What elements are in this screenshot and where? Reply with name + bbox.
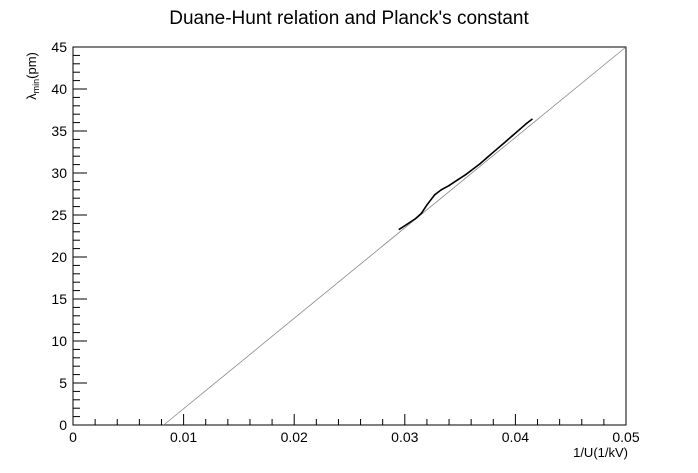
y-tick-label: 15	[51, 291, 67, 307]
y-tick-label: 5	[59, 375, 67, 391]
fit-line	[163, 46, 627, 426]
data-point	[464, 173, 467, 176]
data-point	[503, 141, 506, 144]
y-axis-label-sub: min	[31, 79, 41, 94]
data-point	[494, 149, 497, 152]
x-tick-label: 0	[69, 429, 77, 445]
data-point	[531, 118, 533, 121]
y-tick-label: 35	[51, 123, 67, 139]
data-point	[426, 204, 428, 206]
plot-frame	[72, 46, 627, 426]
x-tick-label: 0.03	[391, 429, 418, 445]
y-axis-label-unit: (pm)	[24, 52, 39, 79]
x-axis: 0 0.01 0.02 0.03 0.04 0.05	[69, 414, 640, 445]
y-axis-label: λmin(pm)	[24, 52, 41, 100]
data-point	[406, 223, 408, 226]
y-tick-label: 45	[51, 39, 67, 55]
y-axis: 0 5 10 15 20 25 30 35 40 45	[51, 39, 87, 433]
data-point	[448, 184, 450, 187]
data-point	[440, 189, 443, 191]
x-axis-label: 1/U(1/kV)	[573, 445, 628, 460]
data-point	[415, 217, 417, 220]
data-point	[519, 128, 521, 131]
data-point	[420, 212, 423, 215]
x-tick-label: 0.01	[170, 429, 197, 445]
data-point	[486, 156, 489, 158]
y-axis-label-main: λ	[24, 93, 39, 100]
y-tick-label: 20	[51, 249, 67, 265]
y-tick-label: 40	[51, 81, 67, 97]
data-point	[525, 122, 528, 125]
x-tick-label: 0.02	[281, 429, 308, 445]
x-tick-label: 0.05	[612, 429, 639, 445]
y-tick-label: 25	[51, 207, 67, 223]
y-tick-label: 10	[51, 333, 67, 349]
x-tick-label: 0.04	[502, 429, 529, 445]
chart-title: Duane-Hunt relation and Planck's constan…	[169, 8, 529, 29]
y-tick-label: 0	[59, 417, 67, 433]
data-point	[479, 162, 481, 165]
series-layer	[163, 46, 627, 426]
data-point	[433, 194, 436, 196]
data-point	[457, 178, 459, 181]
data-point	[470, 169, 472, 172]
data-point	[511, 135, 513, 137]
y-tick-label: 30	[51, 165, 67, 181]
data-point	[398, 228, 401, 231]
